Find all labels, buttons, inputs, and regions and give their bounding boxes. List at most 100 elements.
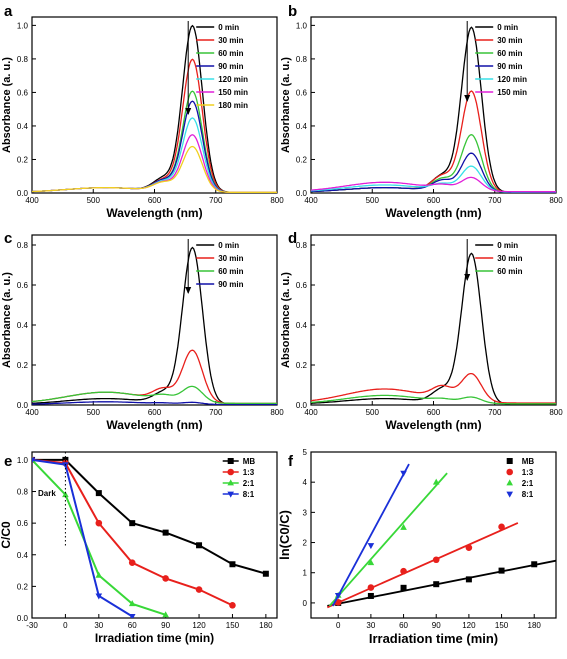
x-tick-label: 400 (25, 196, 39, 205)
y-tick-label: 0.2 (296, 361, 308, 370)
legend-label: 60 min (218, 49, 243, 58)
data-point (531, 561, 538, 568)
data-point (465, 576, 472, 583)
panel-d: 400 500 600 700 800 0.0 0.2 0.4 0.6 0.8 Wavelength… (280, 230, 563, 432)
data-point (400, 584, 407, 591)
y-tick-label: 0.2 (296, 155, 308, 164)
data-layer (311, 252, 556, 405)
y-axis-label: Absorbance (a. u.) (280, 57, 292, 153)
y-axis-label: C/C0 (0, 521, 13, 549)
x-tick-label: 150 (495, 621, 509, 630)
y-tick-label: 0.0 (296, 401, 308, 410)
x-tick-label: 60 (128, 621, 137, 630)
y-axis-label: Absorbance (a. u.) (280, 272, 292, 368)
x-tick-label: -30 (26, 621, 38, 630)
panel-label: d (288, 230, 297, 247)
data-point (433, 581, 440, 588)
legend-label: 150 min (218, 88, 248, 97)
series-line (32, 458, 267, 575)
x-tick-label: 120 (192, 621, 206, 630)
series-line-60-min (311, 394, 556, 405)
x-tick-label: 500 (366, 408, 380, 417)
x-tick-label: 600 (148, 408, 162, 417)
y-tick-label: 0.4 (17, 321, 29, 330)
x-tick-label: 60 (399, 621, 408, 630)
x-axis-label: Wavelength (nm) (385, 418, 481, 432)
trend-arrow-head (185, 287, 192, 294)
y-tick-label: 0.0 (17, 614, 29, 623)
legend-label: 0 min (218, 241, 239, 250)
y-axis-label: Absorbance (a. u.) (1, 272, 13, 368)
x-tick-label: 500 (87, 196, 101, 205)
x-tick-label: 0 (63, 621, 68, 630)
x-tick-label: 400 (304, 196, 318, 205)
legend-label: 120 min (218, 75, 248, 84)
data-point (196, 542, 203, 549)
trend-arrow-head (464, 274, 471, 281)
data-point (95, 519, 103, 527)
y-tick-label: 0.2 (17, 361, 29, 370)
panel-label: c (4, 230, 12, 247)
series-line-150-min (311, 176, 556, 193)
x-tick-label: 90 (161, 621, 170, 630)
x-tick-label: 800 (270, 196, 284, 205)
legend-label: 60 min (218, 267, 243, 276)
x-tick-label: 700 (488, 408, 502, 417)
x-tick-label: 800 (549, 408, 563, 417)
y-tick-label: 0.6 (296, 281, 308, 290)
data-point (498, 567, 505, 574)
y-tick-label: 0.6 (17, 281, 29, 290)
series-line-180-min (32, 145, 277, 193)
legend-label: 8:1 (243, 490, 255, 499)
data-point (229, 561, 236, 568)
data-point (432, 556, 440, 564)
panel-e: -30 0 30 60 90 120 150 180 0.0 0.2 0.4 0.6 0.8 1.0 Irr… (0, 451, 278, 645)
data-point (432, 478, 440, 485)
series-line-60-min (32, 385, 277, 405)
x-axis-label: Wavelength (nm) (106, 418, 202, 432)
legend-label: 1:3 (243, 468, 255, 477)
y-tick-label: 0.4 (296, 122, 308, 131)
series-line-30-min (311, 372, 556, 404)
panel-label: e (4, 453, 12, 470)
legend-label: 30 min (497, 36, 522, 45)
data-point (229, 602, 236, 609)
data-point (32, 457, 36, 464)
data-layer (32, 456, 269, 618)
legend-label: 0 min (218, 23, 239, 32)
legend-label: 60 min (497, 267, 522, 276)
data-point (62, 491, 69, 498)
legend-label: 30 min (218, 254, 243, 263)
data-layer (326, 463, 556, 609)
data-point (334, 592, 342, 599)
y-axis-label: ln(C0/C) (277, 510, 292, 560)
legend-marker (227, 468, 234, 476)
legend-marker (227, 479, 234, 486)
fit-line (331, 463, 410, 607)
y-tick-label: 0.4 (17, 122, 29, 131)
panel-label: a (4, 3, 13, 20)
y-tick-label: 0.8 (296, 55, 308, 64)
data-point (128, 559, 136, 566)
data-point (162, 575, 169, 582)
series-line-90-min (311, 152, 556, 193)
series-line (32, 459, 166, 616)
fit-line (326, 522, 519, 609)
x-tick-label: 800 (270, 408, 284, 417)
y-tick-label: 3 (303, 508, 308, 517)
y-tick-label: 2 (303, 539, 308, 548)
x-tick-label: 700 (209, 196, 223, 205)
y-tick-label: 5 (303, 448, 308, 457)
y-tick-label: 0.0 (296, 189, 308, 198)
legend-marker (506, 479, 513, 486)
dark-annotation: Dark (38, 489, 56, 498)
y-tick-label: 1 (303, 569, 308, 578)
x-tick-label: 800 (549, 196, 563, 205)
x-tick-label: 180 (259, 621, 273, 630)
legend-label: 8:1 (522, 490, 534, 499)
panel-label: b (288, 3, 297, 20)
y-tick-label: 0.6 (17, 519, 29, 528)
panel-f: 0 30 60 90 120 150 180 0 1 2 3 4 5 Irradiation time (… (277, 448, 557, 646)
legend-label: 2:1 (522, 479, 534, 488)
series-line-30-min (311, 90, 556, 193)
